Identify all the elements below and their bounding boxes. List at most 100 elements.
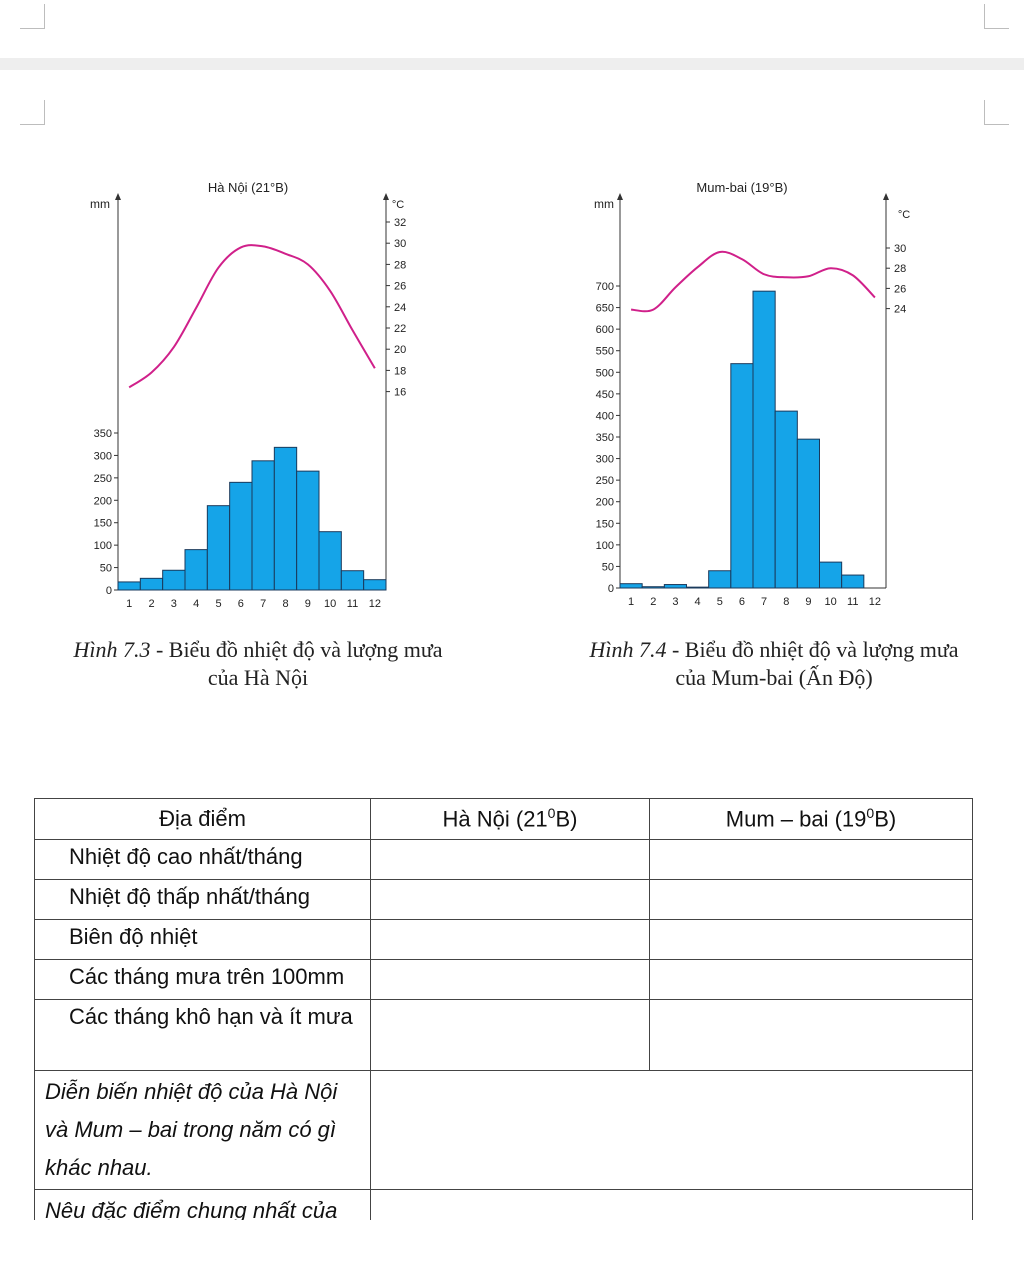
x-tick-label: 1: [628, 596, 634, 608]
cell-hanoi[interactable]: [370, 959, 650, 1000]
y-left-tick-label: 300: [596, 454, 614, 466]
caption-line2: của Hà Nội: [207, 665, 309, 690]
caption-text: - Biểu đồ nhiệt độ và lượng mưa: [666, 637, 959, 662]
caption-hanoi: Hình 7.3 - Biểu đồ nhiệt độ và lượng mưa…: [38, 636, 478, 692]
x-tick-label: 4: [193, 598, 199, 610]
y-left-tick-label: 200: [94, 495, 112, 507]
x-tick-label: 10: [324, 598, 336, 610]
x-tick-label: 6: [739, 596, 745, 608]
y-left-tick-label: 0: [608, 583, 614, 595]
x-tick-label: 11: [847, 596, 858, 608]
x-tick-label: 2: [650, 596, 656, 608]
y-left-tick-label: 0: [106, 585, 112, 597]
corner-mark-top-right: [984, 4, 1009, 29]
bar-rainfall-month-4: [184, 549, 208, 591]
answer-cell[interactable]: [370, 1070, 973, 1190]
bar-rainfall-month-5: [708, 570, 732, 589]
y-left-tick-label: 600: [596, 324, 614, 336]
y-left-tick-label: 350: [596, 432, 614, 444]
cell-mumbai[interactable]: [649, 879, 973, 920]
x-tick-label: 8: [282, 598, 288, 610]
cell-mumbai[interactable]: [649, 839, 973, 880]
y-right-arrow: [883, 193, 889, 200]
x-tick-label: 1: [126, 598, 132, 610]
bar-rainfall-month-6: [730, 363, 754, 589]
caption-mumbai: Hình 7.4 - Biểu đồ nhiệt độ và lượng mưa…: [554, 636, 994, 692]
caption-text: - Biểu đồ nhiệt độ và lượng mưa: [150, 637, 443, 662]
table-row: Biên độ nhiệt: [34, 919, 973, 960]
bar-rainfall-month-3: [162, 569, 186, 591]
y-left-arrow: [115, 193, 121, 200]
y-left-tick-label: 200: [596, 497, 614, 509]
y-left-tick-label: 400: [596, 410, 614, 422]
corner-mark-right: [984, 100, 1009, 125]
x-tick-label: 12: [369, 598, 381, 610]
bar-rainfall-month-7: [251, 460, 275, 591]
x-tick-label: 3: [171, 598, 177, 610]
table-row: Nhiệt độ cao nhất/tháng: [34, 839, 973, 880]
comparison-table: Địa điểm Hà Nội (210B) Mum – bai (190B) …: [34, 798, 973, 1265]
table-row-question: Diễn biến nhiệt độ của Hà Nội và Mum – b…: [34, 1070, 973, 1190]
y-right-unit-label: °C: [898, 209, 910, 221]
cell-hanoi[interactable]: [370, 879, 650, 920]
page-separator: [0, 58, 1024, 70]
y-left-tick-label: 350: [94, 428, 112, 440]
bar-rainfall-month-2: [641, 586, 665, 589]
bar-rainfall-month-9: [296, 470, 320, 591]
corner-mark-left: [20, 100, 45, 125]
page-bottom: [0, 1220, 1024, 1280]
row-label: Các tháng mưa trên 100mm: [34, 959, 371, 1000]
y-left-tick-label: 150: [94, 518, 112, 530]
header-hanoi: Hà Nội (210B): [370, 798, 650, 840]
cell-mumbai[interactable]: [649, 919, 973, 960]
table-header-row: Địa điểm Hà Nội (210B) Mum – bai (190B): [34, 798, 973, 840]
y-right-unit-label: °C: [392, 199, 404, 211]
y-right-tick-label: 28: [394, 259, 406, 271]
x-tick-label: 9: [305, 598, 311, 610]
y-left-tick-label: 450: [596, 389, 614, 401]
y-right-tick-label: 26: [394, 281, 406, 293]
cell-hanoi[interactable]: [370, 839, 650, 880]
x-tick-label: 3: [672, 596, 678, 608]
y-left-tick-label: 50: [100, 563, 112, 575]
corner-mark-top-left: [20, 4, 45, 29]
y-right-arrow: [383, 193, 389, 200]
temperature-line: [128, 244, 376, 389]
y-right-tick-label: 28: [894, 263, 906, 275]
x-tick-label: 7: [260, 598, 266, 610]
y-right-tick-label: 24: [394, 302, 406, 314]
cell-hanoi[interactable]: [370, 999, 650, 1071]
header-location: Địa điểm: [34, 798, 371, 840]
y-right-tick-label: 16: [394, 387, 406, 399]
bar-rainfall-month-10: [819, 561, 843, 589]
cell-hanoi[interactable]: [370, 919, 650, 960]
table-row: Các tháng mưa trên 100mm: [34, 959, 973, 1000]
y-left-tick-label: 50: [602, 561, 614, 573]
chart-hanoi: Hà Nội (21°B)mm °C05010015020025030035016…: [90, 180, 406, 610]
y-right-tick-label: 24: [894, 304, 906, 316]
bar-rainfall-month-1: [619, 583, 643, 589]
x-tick-label: 6: [238, 598, 244, 610]
bar-rainfall-month-12: [363, 579, 387, 591]
row-label: Biên độ nhiệt: [34, 919, 371, 960]
bar-rainfall-month-9: [796, 438, 820, 589]
row-label: Nhiệt độ cao nhất/tháng: [34, 839, 371, 880]
y-left-tick-label: 500: [596, 367, 614, 379]
y-right-tick-label: 22: [394, 323, 406, 335]
y-right-tick-label: 30: [394, 238, 406, 250]
y-left-tick-label: 150: [596, 518, 614, 530]
x-tick-label: 4: [695, 596, 701, 608]
cell-mumbai[interactable]: [649, 999, 973, 1071]
x-tick-label: 7: [761, 596, 767, 608]
cell-mumbai[interactable]: [649, 959, 973, 1000]
y-left-tick-label: 700: [596, 281, 614, 293]
y-left-tick-label: 100: [596, 540, 614, 552]
bar-rainfall-month-3: [663, 584, 688, 589]
bar-rainfall-month-1: [117, 581, 141, 591]
temperature-line: [631, 250, 876, 313]
x-tick-label: 12: [869, 596, 881, 608]
y-left-unit-label: mm: [90, 197, 110, 211]
question-text: Diễn biến nhiệt độ của Hà Nội và Mum – b…: [34, 1070, 371, 1190]
bar-rainfall-month-7: [752, 290, 776, 589]
bar-rainfall-month-8: [774, 410, 798, 589]
